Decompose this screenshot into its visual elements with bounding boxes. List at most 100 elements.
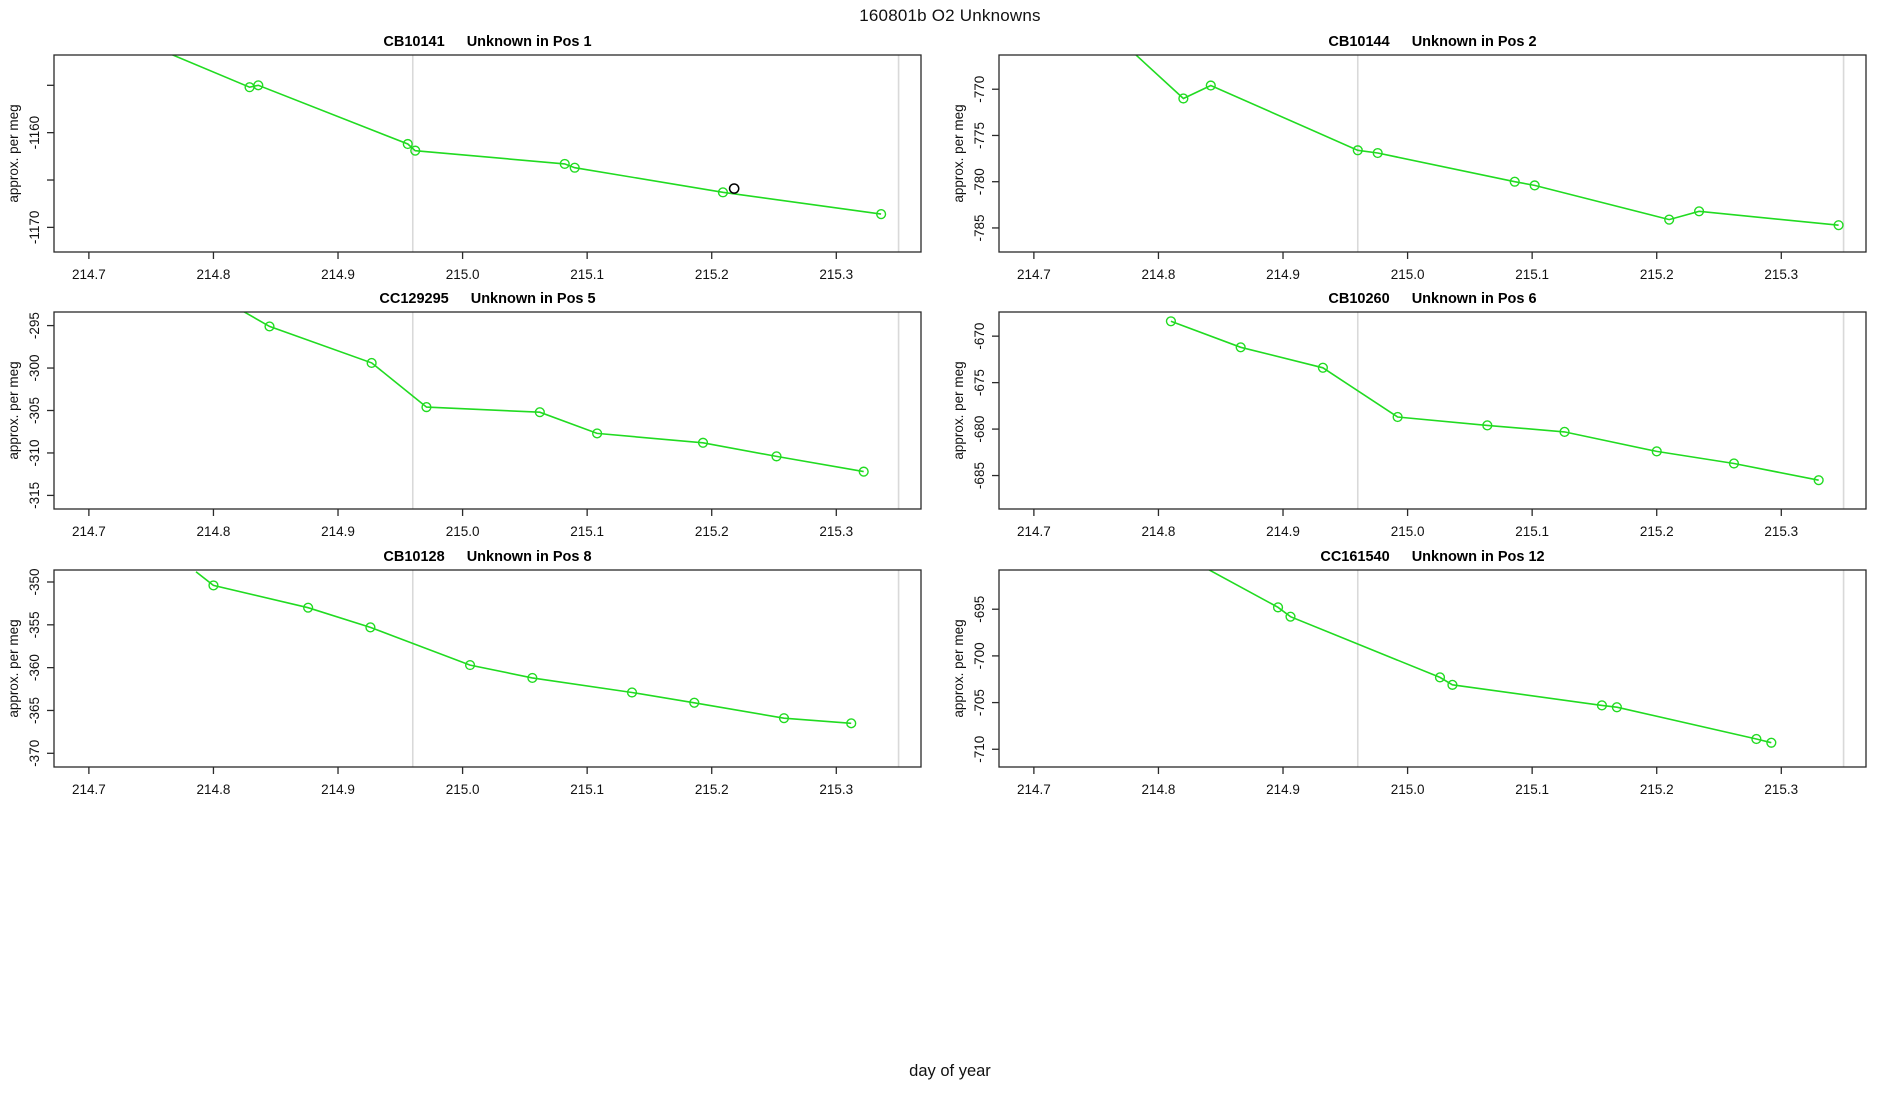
panel-1-x-tick-label: 215.0 <box>446 267 480 282</box>
panel-6-data-point <box>1611 702 1622 713</box>
panel-3-y-axis-label: approx. per meg <box>6 361 21 459</box>
figure-title: 160801b O2 Unknowns <box>859 6 1041 25</box>
panel-4-series-line <box>1170 320 1819 481</box>
panel-5-data-point <box>778 713 790 724</box>
panel-5-x-tick-label: 215.0 <box>446 782 480 797</box>
panel-2-y-tick-label: -775 <box>972 122 987 149</box>
panel-2-plot-box <box>998 54 1867 253</box>
panel-4-data-point <box>1317 362 1328 373</box>
panel-2-y-tick-label: -785 <box>972 214 987 241</box>
panel-5-x-tick-label: 214.9 <box>321 782 355 797</box>
panel-4-data-point <box>1813 475 1824 486</box>
panel-2-x-tick-label: 214.7 <box>1017 267 1051 282</box>
panel-1-series-line <box>170 55 882 215</box>
panel-1-data-point <box>717 187 729 198</box>
panel-2-data-point <box>1372 147 1383 159</box>
panel-1-x-tick-label: 215.2 <box>695 267 729 282</box>
panel-1-x-tick-label: 215.1 <box>570 267 604 282</box>
panel-5-y-tick-label: -350 <box>27 568 42 595</box>
panel-1-data-point <box>402 138 413 150</box>
panel-6-x-tick-label: 215.1 <box>1515 782 1549 797</box>
panel-5-y-tick-label: -370 <box>27 740 42 767</box>
panel-4-data-point <box>1651 446 1662 457</box>
panel-2-y-tick-label: -770 <box>972 76 987 103</box>
panel-4-x-tick-label: 214.7 <box>1017 524 1051 539</box>
panel-1-x-tick-label: 215.3 <box>819 267 853 282</box>
panel-6-data-point <box>1751 733 1762 745</box>
panel-1-x-tick-label: 214.7 <box>72 267 106 282</box>
panel-2-data-point <box>1833 220 1844 231</box>
panel-3-title: CC129295 Unknown in Pos 5 <box>379 291 595 307</box>
panel-4-data-point <box>1728 458 1740 469</box>
panel-3-data-point <box>534 407 545 418</box>
panel-4-data-point <box>1235 342 1246 353</box>
panel-6-plot-box <box>998 569 1867 768</box>
panel-2-data-point <box>1693 206 1705 217</box>
panel-6-data-point <box>1766 737 1777 748</box>
panel-2-title: CB10144 Unknown in Pos 2 <box>1328 34 1536 50</box>
panel-3-x-tick-label: 214.7 <box>72 524 106 539</box>
panel-6-x-tick-label: 214.7 <box>1017 782 1051 797</box>
panel-4-x-tick-label: 214.8 <box>1142 524 1176 539</box>
panel-3-series-line <box>242 312 864 473</box>
panel-3-x-tick-label: 215.0 <box>446 524 480 539</box>
panel-6-data-point <box>1447 679 1458 690</box>
panel-6-x-tick-label: 215.0 <box>1391 782 1425 797</box>
panel-2-x-tick-label: 215.1 <box>1515 267 1549 282</box>
panel-5-y-tick-label: -355 <box>27 611 42 638</box>
panel-3-data-point <box>366 357 377 369</box>
panel-3-x-tick-label: 214.9 <box>321 524 355 539</box>
x-axis-title: day of year <box>909 1062 991 1080</box>
panel-6-y-tick-label: -695 <box>972 596 987 623</box>
panel-5-x-tick-label: 214.8 <box>197 782 231 797</box>
panel-5-y-tick-label: -360 <box>27 654 42 681</box>
panel-4-data-point <box>1392 411 1403 423</box>
panel-3-data-point <box>858 466 869 477</box>
panel-1-data-point <box>876 209 887 220</box>
panel-5-x-tick-label: 215.1 <box>570 782 604 797</box>
panel-5-data-point <box>527 672 538 684</box>
panel-4-title: CB10260 Unknown in Pos 6 <box>1328 291 1536 307</box>
panel-2-x-tick-label: 214.8 <box>1142 267 1176 282</box>
panel-2-data-point <box>1178 93 1189 104</box>
panel-6-y-tick-label: -710 <box>972 736 987 763</box>
panel-2-x-tick-label: 215.2 <box>1640 267 1674 282</box>
panel-4-y-tick-label: -680 <box>972 416 987 443</box>
panel-3-data-point <box>264 321 275 332</box>
panel-3-y-tick-label: -310 <box>27 439 42 466</box>
panel-4-data-point <box>1559 426 1570 437</box>
panel-6-x-tick-label: 215.2 <box>1640 782 1674 797</box>
panel-6-series-line <box>1207 570 1772 744</box>
panel-1-y-tick-label: -1160 <box>27 116 42 150</box>
panel-6-data-point <box>1272 602 1284 613</box>
panel-2-data-point <box>1352 145 1363 156</box>
panel-3-x-tick-label: 215.1 <box>570 524 604 539</box>
panel-5-data-point <box>464 659 476 671</box>
panel-6-data-point <box>1434 672 1446 683</box>
panel-1-flagged-point <box>728 183 740 194</box>
panel-4-y-tick-label: -675 <box>972 369 987 396</box>
panel-5-plot-box <box>53 569 922 768</box>
panel-6-y-tick-label: -705 <box>972 689 987 716</box>
panel-1-plot-box <box>53 54 922 253</box>
panel-4-plot-box <box>998 311 1867 510</box>
panel-3-data-point <box>592 428 603 439</box>
panel-5-series-line <box>195 571 852 725</box>
panel-1-data-point <box>559 158 570 170</box>
panel-1-data-point <box>410 145 421 156</box>
panel-5-y-axis-label: approx. per meg <box>6 619 21 717</box>
panel-3-x-tick-label: 214.8 <box>197 524 231 539</box>
panel-1-data-point <box>569 162 580 173</box>
panel-3-x-tick-label: 215.3 <box>819 524 853 539</box>
panel-2-y-tick-label: -780 <box>972 168 987 195</box>
panel-1-y-axis-label: approx. per meg <box>6 104 21 202</box>
panel-5-data-point <box>365 622 376 633</box>
panel-5-data-point <box>689 697 700 708</box>
panel-1-data-point <box>253 80 264 91</box>
panel-2-y-axis-label: approx. per meg <box>951 104 966 202</box>
panel-6-x-tick-label: 214.9 <box>1266 782 1300 797</box>
panel-5-data-point <box>303 602 314 613</box>
panel-1-y-tick-label: -1170 <box>27 211 42 245</box>
panel-1-x-tick-label: 214.8 <box>197 267 231 282</box>
